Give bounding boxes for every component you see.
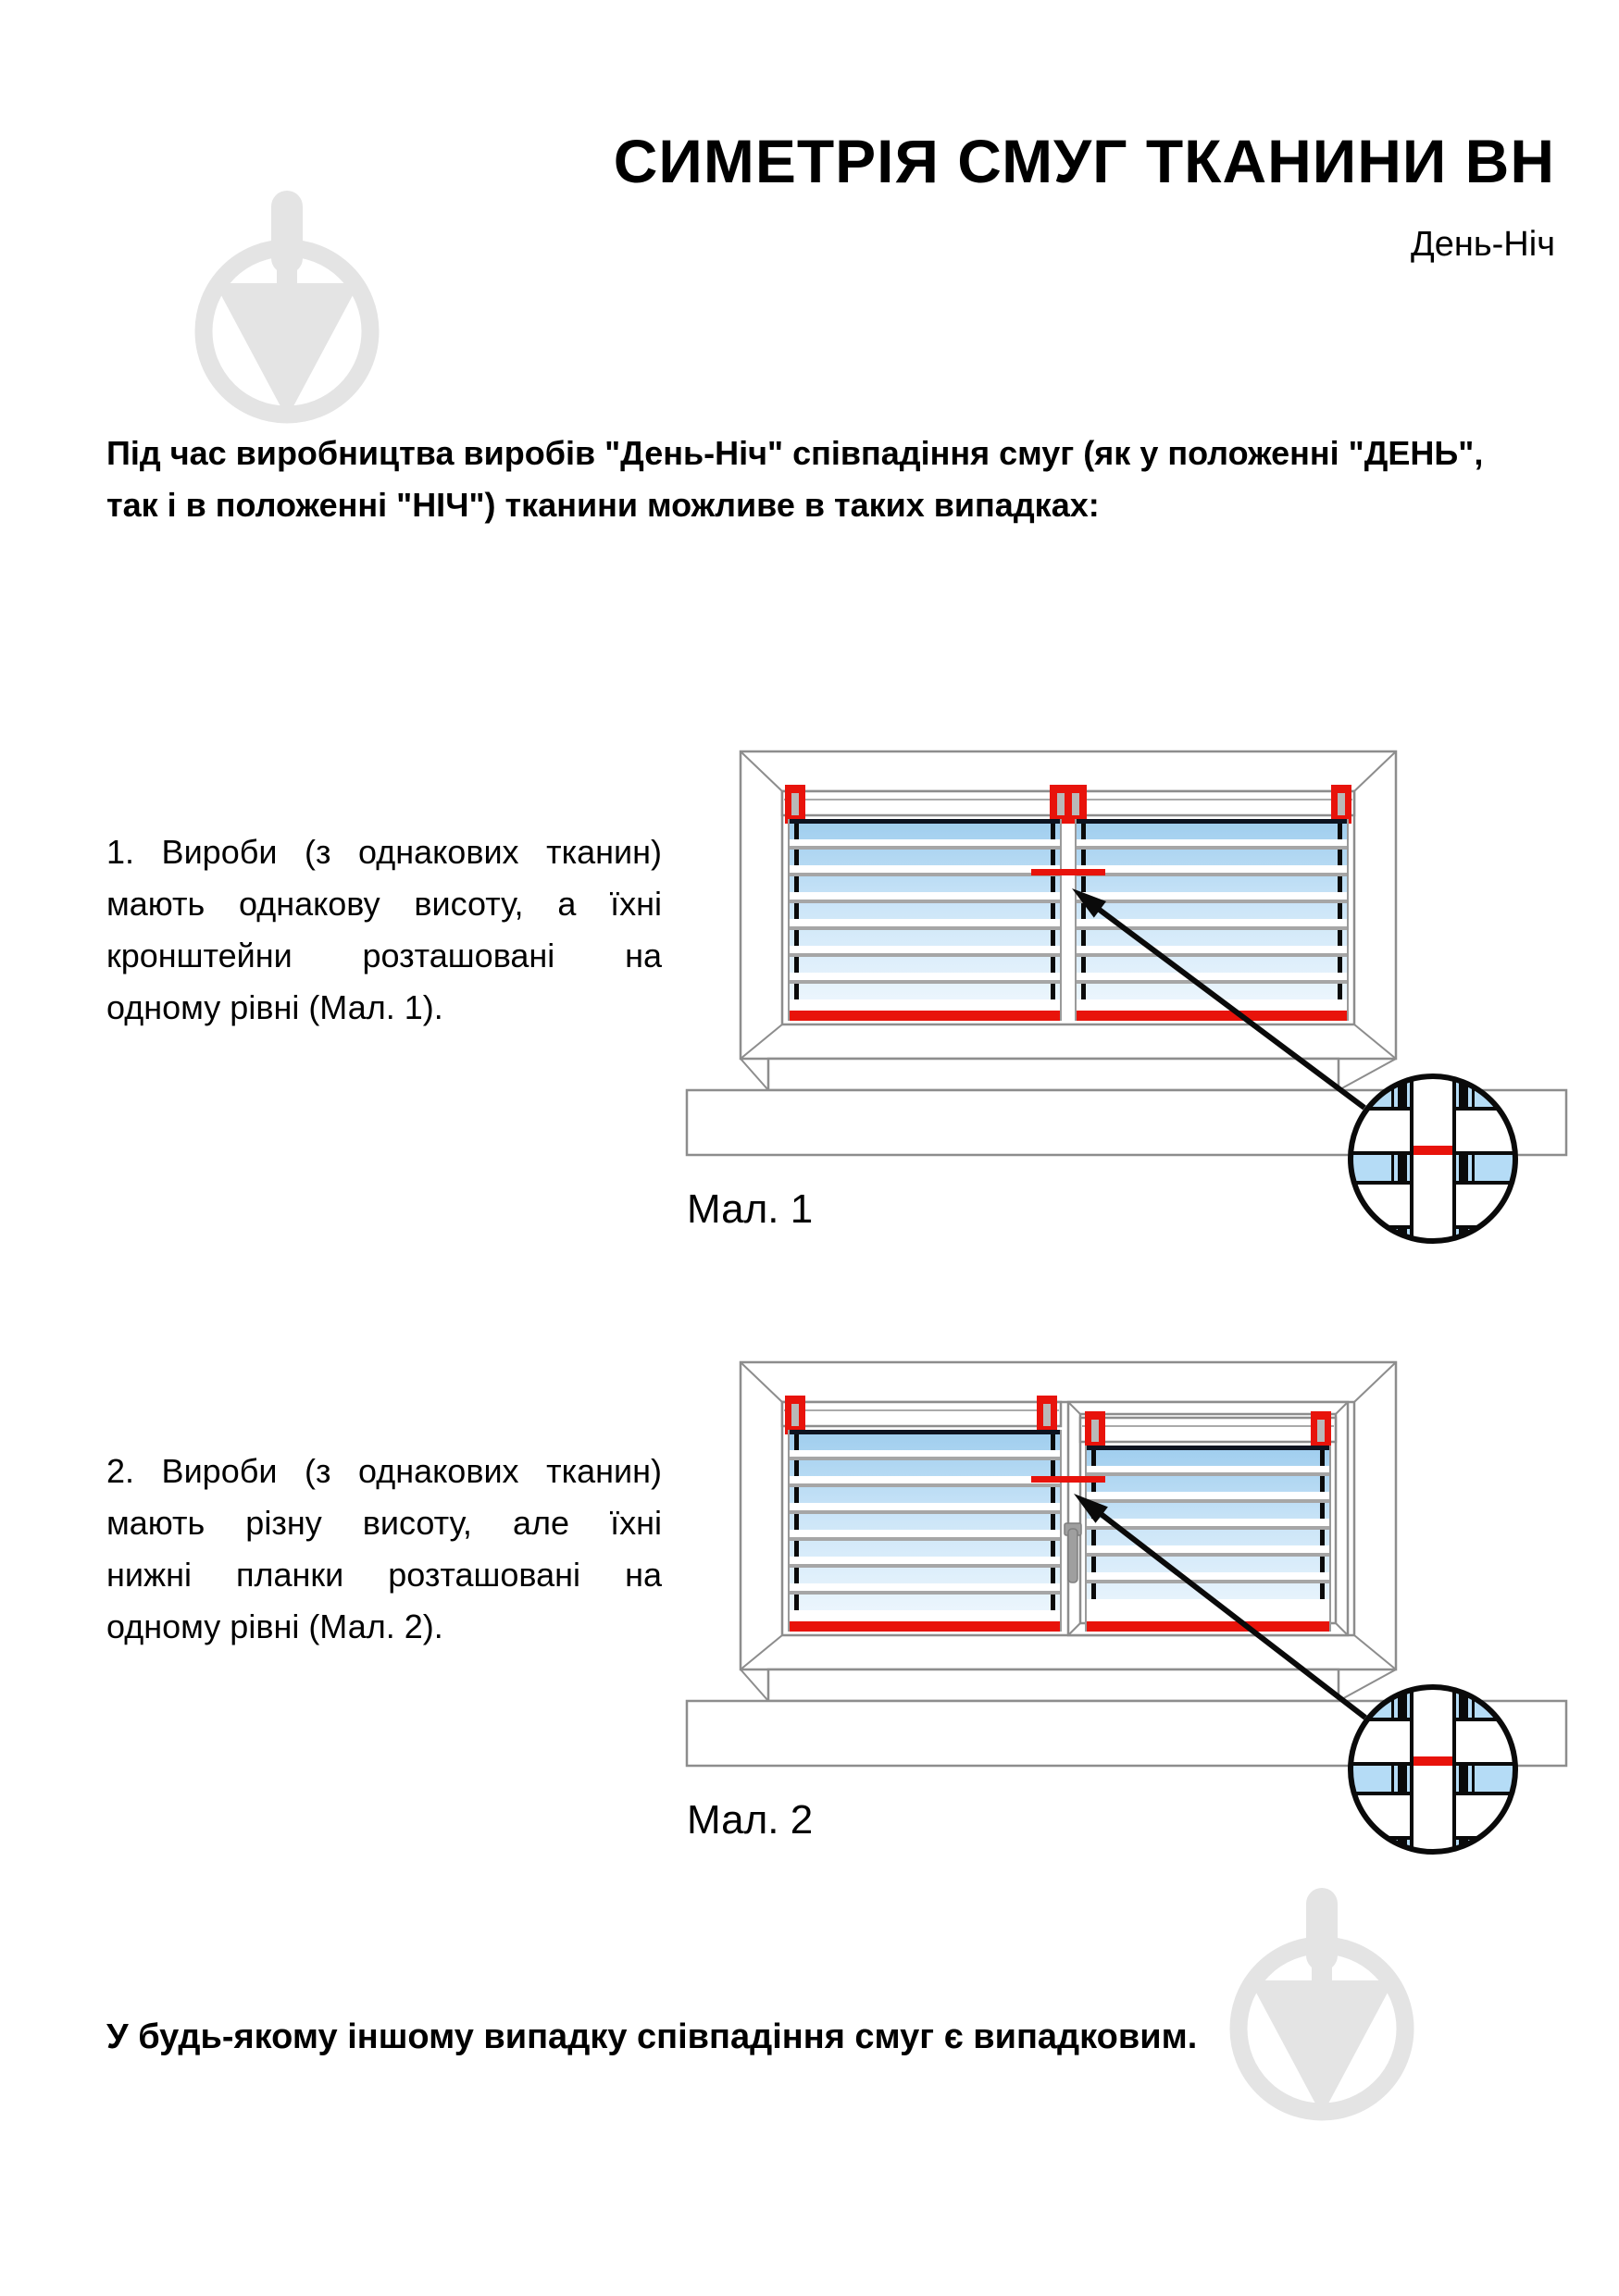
mounting-bracket	[785, 785, 805, 824]
item-2-line-1: 2. Вироби (з однакових тканин)	[106, 1452, 662, 1490]
trowel-logo-icon	[194, 191, 380, 424]
blind-cassette	[1078, 1416, 1338, 1444]
item-2-line-4: одному рівні (Мал. 2).	[106, 1607, 443, 1645]
pointer-arrow	[1074, 1494, 1367, 1720]
right-blind	[1075, 819, 1349, 1021]
blind-cassette	[780, 1400, 1063, 1428]
trowel-logo-icon	[1229, 1888, 1414, 2121]
stripe-alignment-line	[1031, 869, 1105, 875]
intro-paragraph: Під час виробництва виробів "День-Ніч" с…	[106, 428, 1537, 531]
left-blind	[788, 819, 1062, 1021]
figure-1-caption: Мал. 1	[687, 1186, 814, 1232]
mounting-bracket	[1050, 785, 1087, 824]
stripe-alignment-line	[1031, 1476, 1105, 1483]
intro-line-2: так і в положенні "НІЧ") тканини можливе…	[106, 486, 1100, 524]
mounting-bracket	[1085, 1411, 1105, 1450]
bottom-bar	[1086, 1621, 1330, 1632]
item-1-line-3: кронштейни розташовані на	[106, 937, 662, 974]
pointer-arrow	[1072, 888, 1366, 1111]
brand-watermark-bottom	[1229, 1888, 1414, 2121]
mounting-bracket	[1037, 1396, 1057, 1434]
item-2-line-3: нижні планки розташовані на	[106, 1556, 662, 1594]
page-subtitle: День-Ніч	[1411, 225, 1555, 264]
brand-watermark-top	[194, 191, 380, 424]
mounting-bracket	[1311, 1411, 1331, 1450]
item-1-line-1: 1. Вироби (з однакових тканин)	[106, 833, 662, 871]
alignment-mark	[1414, 1756, 1452, 1766]
magnifier-ring	[1348, 1074, 1518, 1244]
item-1-paragraph: 1. Вироби (з однакових тканин) мають одн…	[106, 826, 662, 1034]
intro-line-1: Під час виробництва виробів "День-Ніч" с…	[106, 434, 1484, 472]
bottom-bar	[789, 1621, 1061, 1632]
bottom-bar	[1076, 1011, 1348, 1021]
conclusion-text: У будь-якому іншому випадку співпадіння …	[106, 2017, 1198, 2056]
figure-1-window-diagram	[685, 750, 1568, 1244]
item-1-line-2: мають однакову висоту, а їхні	[106, 885, 662, 923]
magnifier-ring	[1348, 1684, 1518, 1855]
bottom-bar	[789, 1011, 1061, 1021]
left-blind	[788, 1430, 1062, 1632]
item-2-line-2: мають різну висоту, але їхні	[106, 1504, 662, 1542]
page-title: СИМЕТРІЯ СМУГ ТКАНИНИ ВН	[613, 127, 1555, 195]
mounting-bracket	[785, 1396, 805, 1434]
figure-2-window-diagram	[685, 1360, 1568, 1855]
alignment-mark	[1414, 1146, 1452, 1155]
window-handle	[1064, 1522, 1082, 1583]
mounting-bracket	[1331, 785, 1351, 824]
item-1-line-4: одному рівні (Мал. 1).	[106, 988, 443, 1026]
sash-blind	[1085, 1446, 1331, 1632]
item-2-paragraph: 2. Вироби (з однакових тканин) мають різ…	[106, 1446, 662, 1653]
figure-2-caption: Мал. 2	[687, 1797, 814, 1843]
